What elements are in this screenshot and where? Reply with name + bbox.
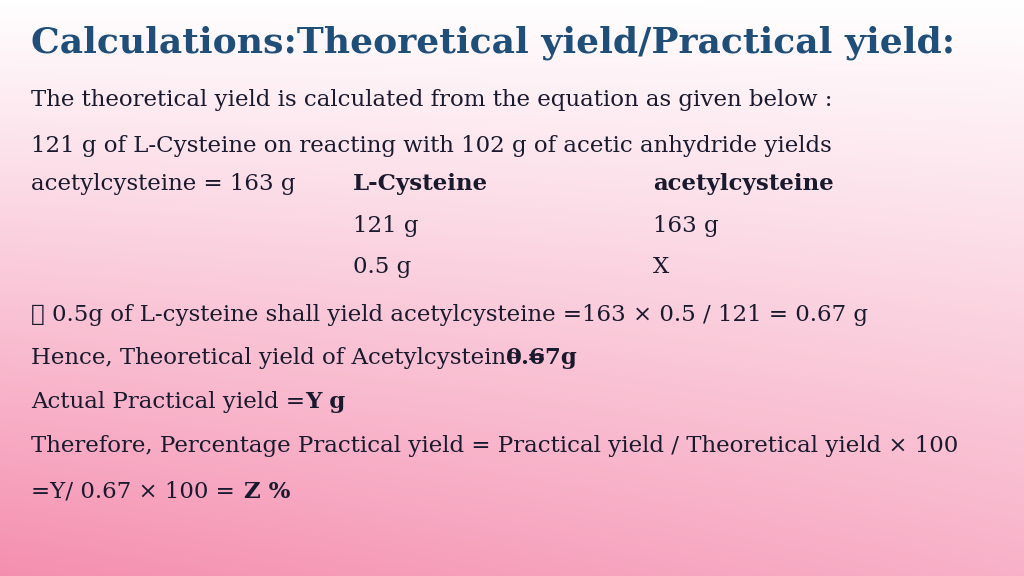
Text: Therefore, Percentage Practical yield = Practical yield / Theoretical yield × 10: Therefore, Percentage Practical yield = … xyxy=(31,435,958,457)
Text: 0.5 g: 0.5 g xyxy=(353,256,412,278)
Text: Z %: Z % xyxy=(244,481,290,503)
Text: =Y/ 0.67 × 100 =: =Y/ 0.67 × 100 = xyxy=(31,481,242,503)
Text: X: X xyxy=(653,256,670,278)
Text: acetylcysteine: acetylcysteine xyxy=(653,173,835,195)
Text: ∴ 0.5g of L-cysteine shall yield acetylcysteine =163 × 0.5 / 121 = 0.67 g: ∴ 0.5g of L-cysteine shall yield acetylc… xyxy=(31,304,867,326)
Text: 163 g: 163 g xyxy=(653,215,719,237)
Text: acetylcysteine = 163 g: acetylcysteine = 163 g xyxy=(31,173,295,195)
Text: Calculations:Theoretical yield/Practical yield:: Calculations:Theoretical yield/Practical… xyxy=(31,26,954,60)
Text: Hence, Theoretical yield of Acetylcysteine =: Hence, Theoretical yield of Acetylcystei… xyxy=(31,347,553,369)
Text: The theoretical yield is calculated from the equation as given below :: The theoretical yield is calculated from… xyxy=(31,89,833,111)
Text: 0.67g: 0.67g xyxy=(506,347,578,369)
Text: 121 g of L-Cysteine on reacting with 102 g of acetic anhydride yields: 121 g of L-Cysteine on reacting with 102… xyxy=(31,135,831,157)
Text: 121 g: 121 g xyxy=(353,215,419,237)
Text: L-Cysteine: L-Cysteine xyxy=(353,173,488,195)
Text: Y g: Y g xyxy=(305,391,345,412)
Text: Actual Practical yield =: Actual Practical yield = xyxy=(31,391,305,412)
